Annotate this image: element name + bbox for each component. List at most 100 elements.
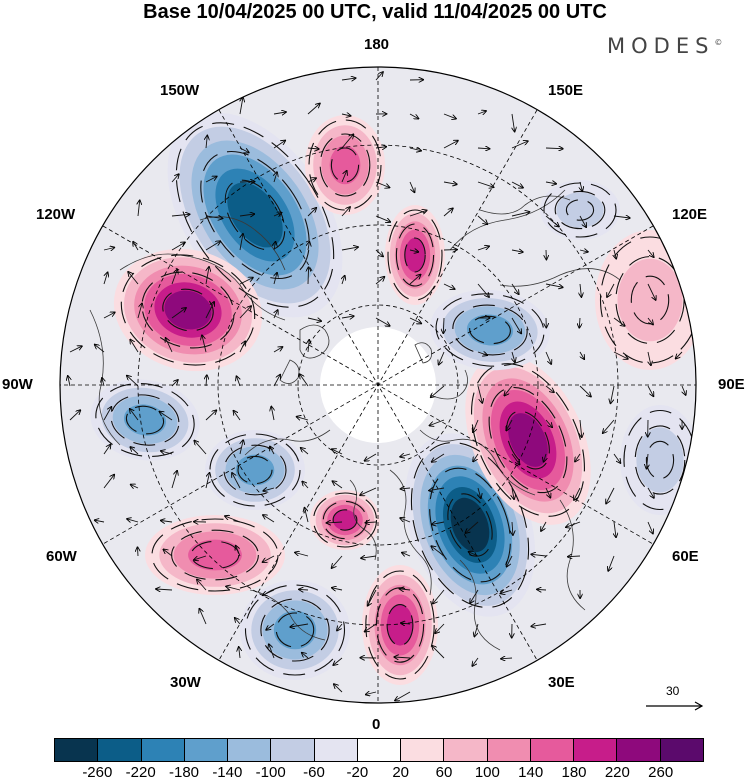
wind-arrow [307, 104, 320, 115]
wind-arrow [579, 215, 586, 227]
positive-anomaly [310, 490, 380, 550]
colorbar-swatch [574, 739, 618, 761]
wind-arrow [647, 249, 654, 257]
wind-arrow [545, 148, 563, 149]
wind-arrow [327, 522, 343, 523]
wind-arrow [545, 487, 550, 498]
contour-line [260, 598, 330, 662]
wind-arrow [512, 487, 514, 499]
wind-arrow [545, 351, 551, 364]
wind-arrow [545, 385, 554, 392]
wind-arrow [163, 549, 173, 557]
wind-arrow [237, 376, 241, 387]
wind-arrow [648, 351, 651, 365]
colorbar-swatch [314, 739, 358, 761]
wind-arrow [580, 181, 582, 191]
contour-line [312, 492, 378, 548]
wind-arrow [239, 306, 251, 319]
wind-arrow [395, 691, 411, 701]
contour-line [125, 405, 165, 435]
colorbar-tick-label: -260 [82, 764, 113, 781]
negative-anomaly [540, 180, 620, 240]
wind-arrow [202, 335, 207, 353]
wind-arrow [307, 208, 316, 217]
wind-arrow [477, 385, 482, 403]
wind-arrow [401, 488, 411, 489]
wind-arrow [137, 304, 142, 319]
contour-line [404, 237, 426, 273]
wind-arrow [205, 302, 214, 319]
wind-arrow [102, 378, 104, 387]
wind-arrow [307, 318, 321, 321]
brand-mark: © [714, 38, 723, 47]
colorbar-swatch [530, 739, 575, 761]
wind-arrow [95, 345, 105, 353]
wind-arrow [431, 385, 445, 397]
wind-arrow [477, 246, 489, 251]
wind-arrow [69, 410, 80, 421]
lon-label-90w: 90W [2, 376, 33, 393]
wind-arrow [333, 657, 343, 665]
contour-line [151, 518, 279, 592]
colorbar-tick-label: 60 [435, 764, 453, 781]
wind-arrow [308, 267, 309, 285]
wind-arrow [368, 589, 377, 606]
wind-arrow [194, 555, 207, 560]
wind-arrow [443, 208, 453, 217]
wind-arrow [507, 555, 513, 567]
anomaly-band [164, 290, 212, 330]
colorbar-tick-label: 220 [604, 764, 630, 781]
wind-arrow [138, 547, 139, 557]
positive-anomaly [305, 115, 385, 215]
lon-label-30e: 30E [548, 674, 575, 691]
graticule [60, 67, 696, 703]
wind-arrow [205, 241, 220, 251]
wind-arrow [433, 589, 445, 604]
wind-arrow [197, 580, 207, 591]
wind-arrow [613, 351, 628, 359]
wind-arrow [341, 134, 353, 149]
wind-arrow [171, 242, 185, 251]
wind-arrow [511, 250, 523, 252]
wind-arrow [477, 181, 494, 187]
negative-anomaly [620, 405, 696, 515]
wind-arrow [341, 78, 356, 80]
contour-line [395, 223, 435, 287]
wind-arrow [240, 234, 243, 251]
brand-text: MODES [607, 34, 715, 58]
contour-line [223, 444, 287, 496]
wind-arrow [439, 351, 445, 365]
wind-arrow [432, 646, 445, 659]
wind-arrow [613, 216, 630, 218]
wind-arrow [263, 589, 275, 595]
wind-arrow [161, 451, 173, 454]
colorbar-tick-label: 180 [561, 764, 587, 781]
wind-arrow [574, 487, 581, 500]
contour-group [244, 584, 346, 676]
wind-arrow [302, 653, 309, 659]
wind-arrow [614, 521, 616, 537]
wind-arrow [477, 283, 489, 297]
wind-arrow [156, 589, 173, 590]
wind-arrow [273, 141, 285, 149]
wind-arrow [603, 419, 615, 433]
contour-line [599, 236, 696, 364]
wind-arrow [531, 624, 547, 626]
contour-line [120, 254, 256, 366]
wind-arrow [103, 407, 111, 421]
wind-arrow [432, 453, 445, 462]
colorbar-swatch [55, 739, 99, 761]
wind-arrow [400, 589, 411, 590]
wind-arrow [477, 148, 490, 149]
wind-arrow [69, 346, 82, 353]
contour-group [120, 254, 256, 366]
wind-arrow [232, 473, 241, 489]
wind-arrow [240, 440, 243, 455]
contour-group [151, 518, 279, 592]
wind-arrow [409, 210, 427, 217]
colorbar-swatch [357, 739, 402, 761]
contour-line [435, 293, 545, 367]
contour-line [244, 584, 346, 676]
contour-line [110, 394, 180, 446]
wind-arrow [360, 487, 377, 495]
